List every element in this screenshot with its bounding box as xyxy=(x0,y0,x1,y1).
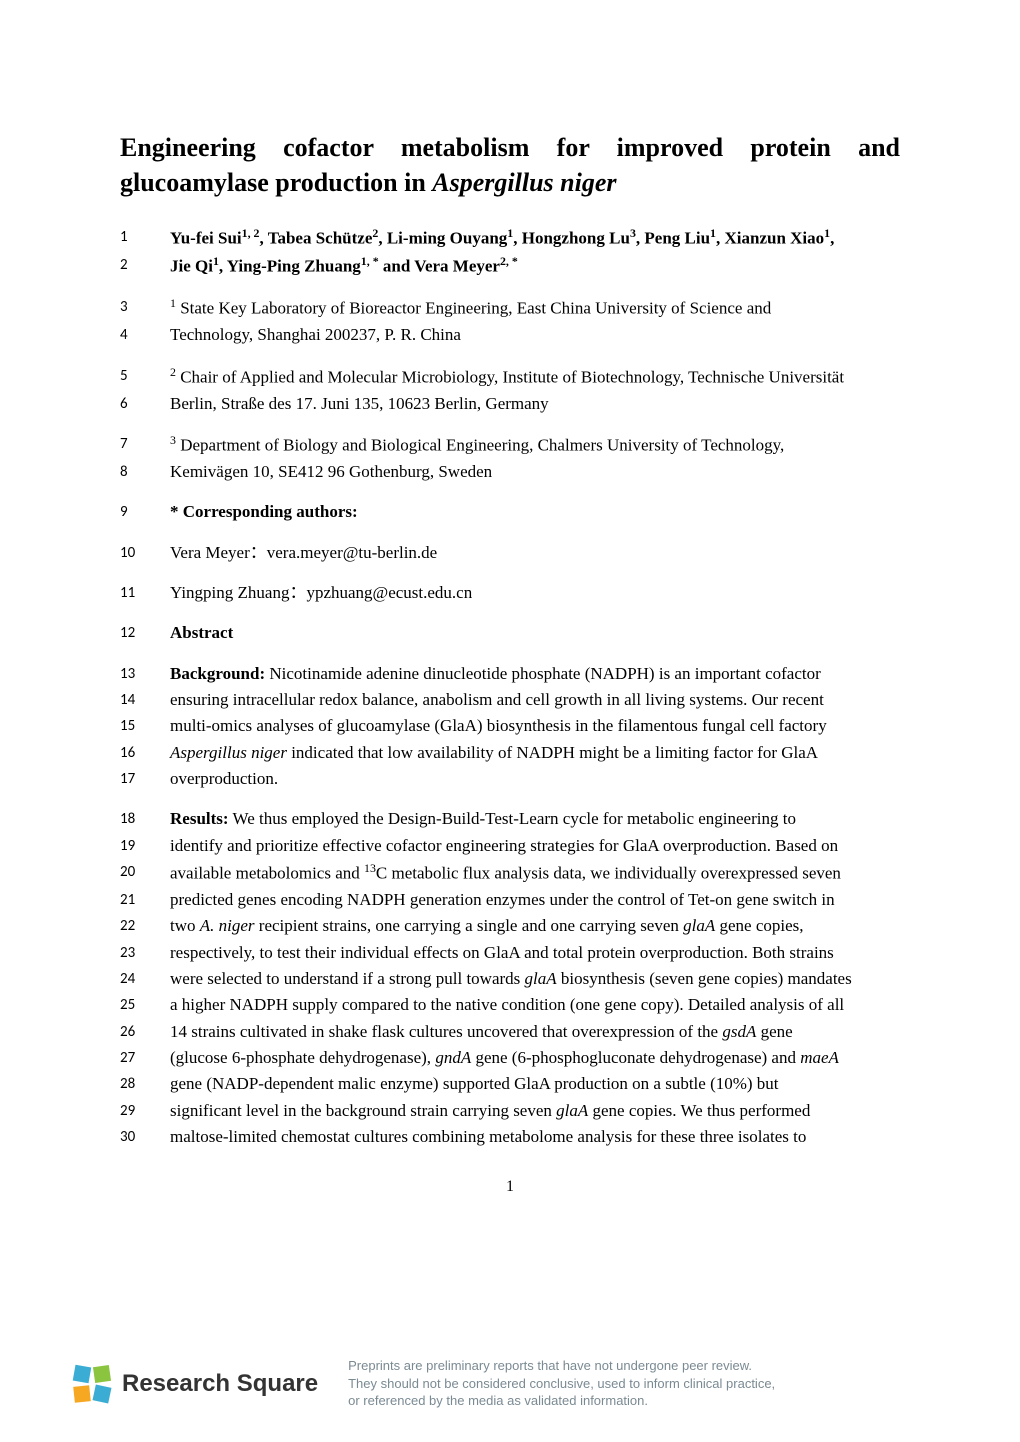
line-number: 11 xyxy=(120,580,170,605)
line-number: 7 xyxy=(120,431,170,456)
affiliation-text: Technology, Shanghai 200237, P. R. China xyxy=(170,322,900,348)
affiliation-block: 52 Chair of Applied and Molecular Microb… xyxy=(120,363,900,417)
body-text: overproduction. xyxy=(170,766,900,792)
line-number: 29 xyxy=(120,1098,170,1123)
affiliation-text: Kemivägen 10, SE412 96 Gothenburg, Swede… xyxy=(170,459,900,485)
body-text: available metabolomics and 13C metabolic… xyxy=(170,859,900,887)
line-number: 8 xyxy=(120,459,170,484)
line-number: 22 xyxy=(120,913,170,938)
body-text: identify and prioritize effective cofact… xyxy=(170,833,900,859)
line-number: 2 xyxy=(120,252,170,277)
line-number: 3 xyxy=(120,294,170,319)
body-text: respectively, to test their individual e… xyxy=(170,940,900,966)
author-line: Yu-fei Sui1, 2, Tabea Schütze2, Li-ming … xyxy=(170,224,900,252)
affiliation-block: 31 State Key Laboratory of Bioreactor En… xyxy=(120,294,900,348)
line-number: 25 xyxy=(120,992,170,1017)
line-number: 1 xyxy=(120,224,170,249)
body-text: a higher NADPH supply compared to the na… xyxy=(170,992,900,1018)
title-italic: Aspergillus niger xyxy=(432,168,616,197)
line-number: 4 xyxy=(120,322,170,347)
line-number: 13 xyxy=(120,661,170,686)
body-text: two A. niger recipient strains, one carr… xyxy=(170,913,900,939)
body-text: 14 strains cultivated in shake flask cul… xyxy=(170,1019,900,1045)
line-number: 26 xyxy=(120,1019,170,1044)
paper-title: Engineering cofactor metabolism for impr… xyxy=(120,130,900,200)
line-number: 5 xyxy=(120,363,170,388)
line-number: 10 xyxy=(120,540,170,565)
affiliation-text: 2 Chair of Applied and Molecular Microbi… xyxy=(170,363,900,391)
abstract-heading: Abstract xyxy=(170,620,900,646)
line-number: 30 xyxy=(120,1124,170,1149)
body-text: Results: We thus employed the Design-Bui… xyxy=(170,806,900,832)
line-number: 9 xyxy=(120,499,170,524)
line-number: 24 xyxy=(120,966,170,991)
corresponding-block: 9* Corresponding authors: xyxy=(120,499,900,525)
line-number: 16 xyxy=(120,740,170,765)
affiliation-block: 73 Department of Biology and Biological … xyxy=(120,431,900,485)
body-text: were selected to understand if a strong … xyxy=(170,966,900,992)
affiliation-text: 3 Department of Biology and Biological E… xyxy=(170,431,900,459)
line-number: 14 xyxy=(120,687,170,712)
line-number: 17 xyxy=(120,766,170,791)
logo-text: Research Square xyxy=(122,1370,318,1398)
line-number: 20 xyxy=(120,859,170,884)
background-paragraph: 13Background: Nicotinamide adenine dinuc… xyxy=(120,661,900,793)
body-text: predicted genes encoding NADPH generatio… xyxy=(170,887,900,913)
logo-icon xyxy=(70,1362,114,1406)
body-text: Aspergillus niger indicated that low ava… xyxy=(170,740,900,766)
email-text: Yingping Zhuang：ypzhuang@ecust.edu.cn xyxy=(170,580,900,606)
body-text: gene (NADP-dependent malic enzyme) suppo… xyxy=(170,1071,900,1097)
email-block: 11Yingping Zhuang：ypzhuang@ecust.edu.cn xyxy=(120,580,900,606)
affiliation-text: Berlin, Straße des 17. Juni 135, 10623 B… xyxy=(170,391,900,417)
line-number: 27 xyxy=(120,1045,170,1070)
email-block: 10Vera Meyer：vera.meyer@tu-berlin.de xyxy=(120,540,900,566)
research-square-logo: Research Square xyxy=(70,1362,318,1406)
body-text: Background: Nicotinamide adenine dinucle… xyxy=(170,661,900,687)
line-number: 6 xyxy=(120,391,170,416)
abstract-heading-block: 12Abstract xyxy=(120,620,900,646)
author-line: Jie Qi1, Ying-Ping Zhuang1, * and Vera M… xyxy=(170,252,900,280)
body-text: maltose-limited chemostat cultures combi… xyxy=(170,1124,900,1150)
disclaimer-line: or referenced by the media as validated … xyxy=(348,1392,775,1410)
body-text: multi-omics analyses of glucoamylase (Gl… xyxy=(170,713,900,739)
footer: Research Square Preprints are preliminar… xyxy=(70,1357,950,1410)
document-page: Engineering cofactor metabolism for impr… xyxy=(0,0,1020,1196)
line-number: 28 xyxy=(120,1071,170,1096)
email-text: Vera Meyer：vera.meyer@tu-berlin.de xyxy=(170,540,900,566)
line-number: 18 xyxy=(120,806,170,831)
affiliation-text: 1 State Key Laboratory of Bioreactor Eng… xyxy=(170,294,900,322)
line-number: 19 xyxy=(120,833,170,858)
page-number: 1 xyxy=(120,1178,900,1196)
corresponding-heading: * Corresponding authors: xyxy=(170,499,900,525)
authors-block: 1Yu-fei Sui1, 2, Tabea Schütze2, Li-ming… xyxy=(120,224,900,280)
body-text: significant level in the background stra… xyxy=(170,1098,900,1124)
line-number: 21 xyxy=(120,887,170,912)
disclaimer-line: Preprints are preliminary reports that h… xyxy=(348,1357,775,1375)
disclaimer-line: They should not be considered conclusive… xyxy=(348,1375,775,1393)
disclaimer-text: Preprints are preliminary reports that h… xyxy=(348,1357,775,1410)
line-number: 12 xyxy=(120,620,170,645)
body-text: ensuring intracellular redox balance, an… xyxy=(170,687,900,713)
body-text: (glucose 6-phosphate dehydrogenase), gnd… xyxy=(170,1045,900,1071)
line-number: 15 xyxy=(120,713,170,738)
results-paragraph: 18Results: We thus employed the Design-B… xyxy=(120,806,900,1150)
line-number: 23 xyxy=(120,940,170,965)
